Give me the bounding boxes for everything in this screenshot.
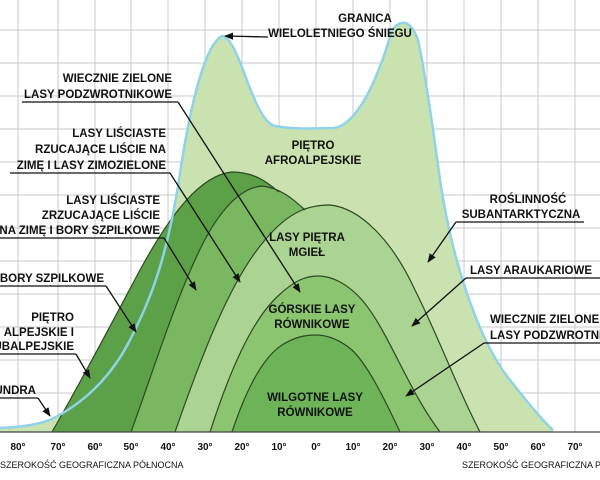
- arrow-deciduous-b: [163, 237, 197, 291]
- label-evergreen-right-1: WIECZNIE ZIELONE: [490, 314, 600, 326]
- arrow-boreal: [105, 285, 137, 333]
- label-evergreen-left-1: WIECZNIE ZIELONE: [63, 73, 173, 85]
- arrow-subantarctic: [427, 221, 457, 263]
- tick-label: 10°: [271, 442, 286, 453]
- label-deciduous-1: LASY LIŚCIASTE: [72, 127, 166, 140]
- label-alpine-2: ALPEJSKIE I: [4, 327, 74, 339]
- axis-title-left: SZEROKOŚĆ GEOGRAFICZNA PÓŁNOCNA: [0, 459, 184, 470]
- label-cloud-forest-1: LASY PIĘTRA: [269, 232, 345, 244]
- label-deciduous-2: RZUCAJĄCE LIŚCIE NA: [35, 143, 166, 156]
- tick-label: 70°: [567, 442, 582, 453]
- label-alpine-3: SUBALPEJSKIE: [0, 341, 74, 353]
- label-afroalpine-2: AFROALPEJSKIE: [265, 155, 362, 167]
- arrow-tundra: [37, 397, 51, 417]
- arrow-snowline: [224, 32, 269, 40]
- label-deciduous-b1: LASY LIŚCIASTE: [66, 194, 160, 207]
- tick-label: 20°: [234, 442, 249, 453]
- label-deciduous-b3: NA ZIMĘ I BORY SZPILKOWE: [0, 225, 160, 237]
- tick-label: 50°: [493, 442, 508, 453]
- label-deciduous-3: ZIMĘ I LASY ZIMOZIELONE: [17, 160, 167, 172]
- tick-label: 0°: [311, 442, 321, 453]
- tick-label: 20°: [382, 442, 397, 453]
- tick-label: 70°: [50, 442, 65, 453]
- label-araucaria: LASY ARAUKARIOWE: [470, 265, 592, 277]
- arrow-evergreen-right: [405, 342, 485, 397]
- label-subantarctic-1: ROŚLINNOŚĆ: [490, 193, 567, 206]
- label-montane-1: GÓRSKIE LASY: [269, 303, 356, 316]
- tick-label: 60°: [87, 442, 102, 453]
- label-snowline-2: WIELOLETNIEGO ŚNIEGU: [268, 27, 412, 40]
- zone-rainforest: [232, 335, 400, 432]
- label-evergreen-right-2: LASY PODZWROTNIKOWE: [490, 330, 600, 342]
- label-snowline-1: GRANICA: [338, 13, 392, 25]
- label-rainforest-2: RÓWNIKOWE: [277, 406, 353, 419]
- label-cloud-forest-2: MGIEŁ: [289, 247, 325, 259]
- tick-label: 30°: [197, 442, 212, 453]
- label-deciduous-b2: ZRZUCAJĄCE LIŚCIE: [42, 209, 161, 222]
- arrow-araucaria: [411, 277, 467, 327]
- arrow-evergreen-left: [177, 101, 301, 293]
- tick-label: 30°: [419, 442, 434, 453]
- axis-ticks: 80° 70° 60° 50° 40° 30° 20° 10° 0° 10° 2…: [10, 442, 582, 453]
- label-subantarctic-2: SUBANTARKTYCZNA: [462, 209, 581, 221]
- label-afroalpine-1: PIĘTRO: [292, 140, 335, 152]
- zone-boundaries: [51, 171, 481, 432]
- tick-label: 40°: [160, 442, 175, 453]
- axis-title-right: SZEROKOŚĆ GEOGRAFICZNA POŁUDNIOWA: [462, 459, 600, 470]
- tick-label: 40°: [456, 442, 471, 453]
- tick-label: 10°: [345, 442, 360, 453]
- label-tundra: TUNDRA: [0, 385, 36, 397]
- arrow-alpine: [75, 353, 91, 379]
- arrow-deciduous: [169, 172, 241, 283]
- label-evergreen-left-2: LASY PODZWROTNIKOWE: [24, 89, 172, 101]
- tick-label: 60°: [530, 442, 545, 453]
- label-rainforest-1: WILGOTNE LASY: [267, 392, 363, 404]
- label-alpine-1: PIĘTRO: [31, 312, 74, 324]
- tick-label: 80°: [10, 442, 25, 453]
- label-boreal: BORY SZPILKOWE: [0, 273, 104, 285]
- tick-label: 50°: [123, 442, 138, 453]
- label-montane-2: RÓWNIKOWE: [274, 318, 350, 331]
